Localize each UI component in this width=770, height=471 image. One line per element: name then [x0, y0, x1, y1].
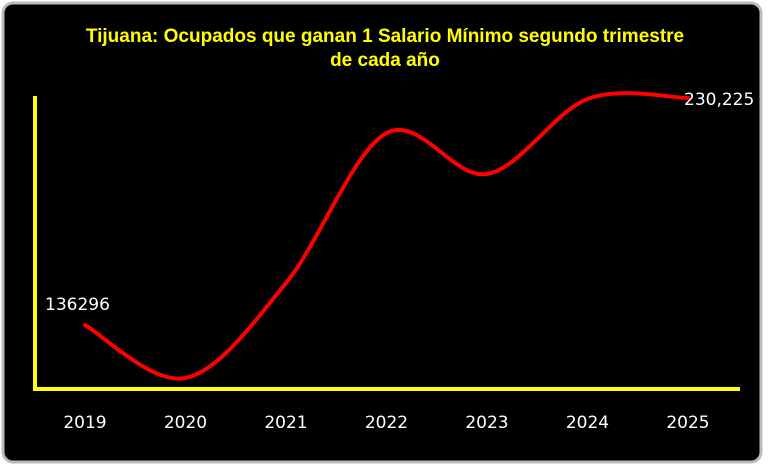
- data-label: 230,225: [684, 90, 754, 110]
- chart-background: [1, 1, 763, 464]
- x-tick-label: 2025: [666, 413, 709, 433]
- x-tick-label: 2021: [264, 413, 307, 433]
- x-tick-label: 2020: [164, 413, 207, 433]
- x-tick-label: 2024: [566, 413, 609, 433]
- x-tick-label: 2022: [365, 413, 408, 433]
- chart-title: Tijuana: Ocupados que ganan 1 Salario Mí…: [86, 26, 684, 71]
- data-line: [83, 91, 690, 381]
- data-label: 136296: [45, 295, 110, 315]
- x-tick-label: 2023: [465, 413, 508, 433]
- x-tick-label: 2019: [63, 413, 106, 433]
